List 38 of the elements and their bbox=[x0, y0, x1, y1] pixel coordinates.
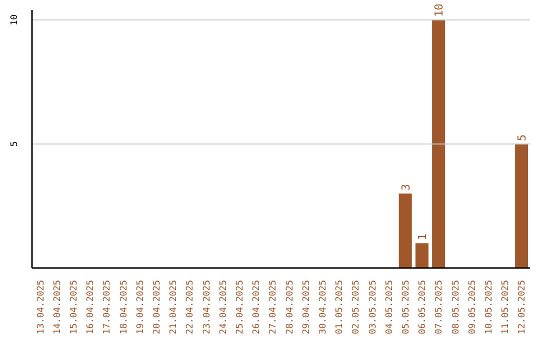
x-tick-label: 10.05.2025 bbox=[484, 280, 494, 334]
x-tick-label: 29.04.2025 bbox=[302, 280, 312, 334]
data-label: 3 bbox=[399, 184, 412, 191]
x-tick-label: 25.04.2025 bbox=[236, 280, 246, 334]
x-tick-label: 07.05.2025 bbox=[434, 280, 445, 334]
x-tick-label: 01.05.2025 bbox=[335, 280, 346, 334]
x-tick-label: 03.05.2025 bbox=[368, 280, 378, 334]
x-tick-label: 09.05.2025 bbox=[468, 280, 478, 334]
bar bbox=[432, 20, 446, 268]
x-tick-label: 28.04.2025 bbox=[285, 280, 296, 334]
bar bbox=[398, 194, 412, 268]
x-tick-label: 20.04.2025 bbox=[152, 280, 162, 334]
x-tick-label: 15.04.2025 bbox=[70, 280, 80, 334]
x-tick-label: 13.04.2025 bbox=[36, 280, 46, 334]
x-tick-label: 23.04.2025 bbox=[202, 280, 212, 334]
x-tick-label: 08.05.2025 bbox=[451, 280, 462, 334]
x-tick-label: 12.05.2025 bbox=[518, 280, 528, 334]
x-tick-label: 27.04.2025 bbox=[268, 280, 279, 334]
x-tick-label: 19.04.2025 bbox=[136, 280, 146, 334]
x-tick-label: 26.04.2025 bbox=[252, 280, 262, 334]
x-tick-label: 24.04.2025 bbox=[218, 280, 229, 334]
x-tick-label: 06.05.2025 bbox=[418, 280, 428, 334]
x-tick-label: 17.04.2025 bbox=[102, 280, 113, 334]
x-tick-label: 11.05.2025 bbox=[501, 280, 512, 334]
bar bbox=[515, 144, 528, 268]
x-tick-label: 21.04.2025 bbox=[169, 280, 180, 334]
x-tick-label: 04.05.2025 bbox=[384, 280, 395, 334]
x-tick-label: 18.04.2025 bbox=[119, 280, 130, 334]
data-label: 5 bbox=[516, 134, 529, 141]
x-tick-label: 05.05.2025 bbox=[402, 280, 412, 334]
x-tick-label: 02.05.2025 bbox=[352, 280, 362, 334]
x-tick-label: 30.04.2025 bbox=[318, 280, 328, 334]
x-tick-label: 14.04.2025 bbox=[52, 280, 63, 334]
x-tick-label: 16.04.2025 bbox=[86, 280, 96, 334]
x-tick-label: 22.04.2025 bbox=[186, 280, 196, 334]
bar bbox=[415, 243, 428, 268]
data-label: 1 bbox=[416, 234, 429, 240]
data-label: 10 bbox=[432, 4, 446, 17]
